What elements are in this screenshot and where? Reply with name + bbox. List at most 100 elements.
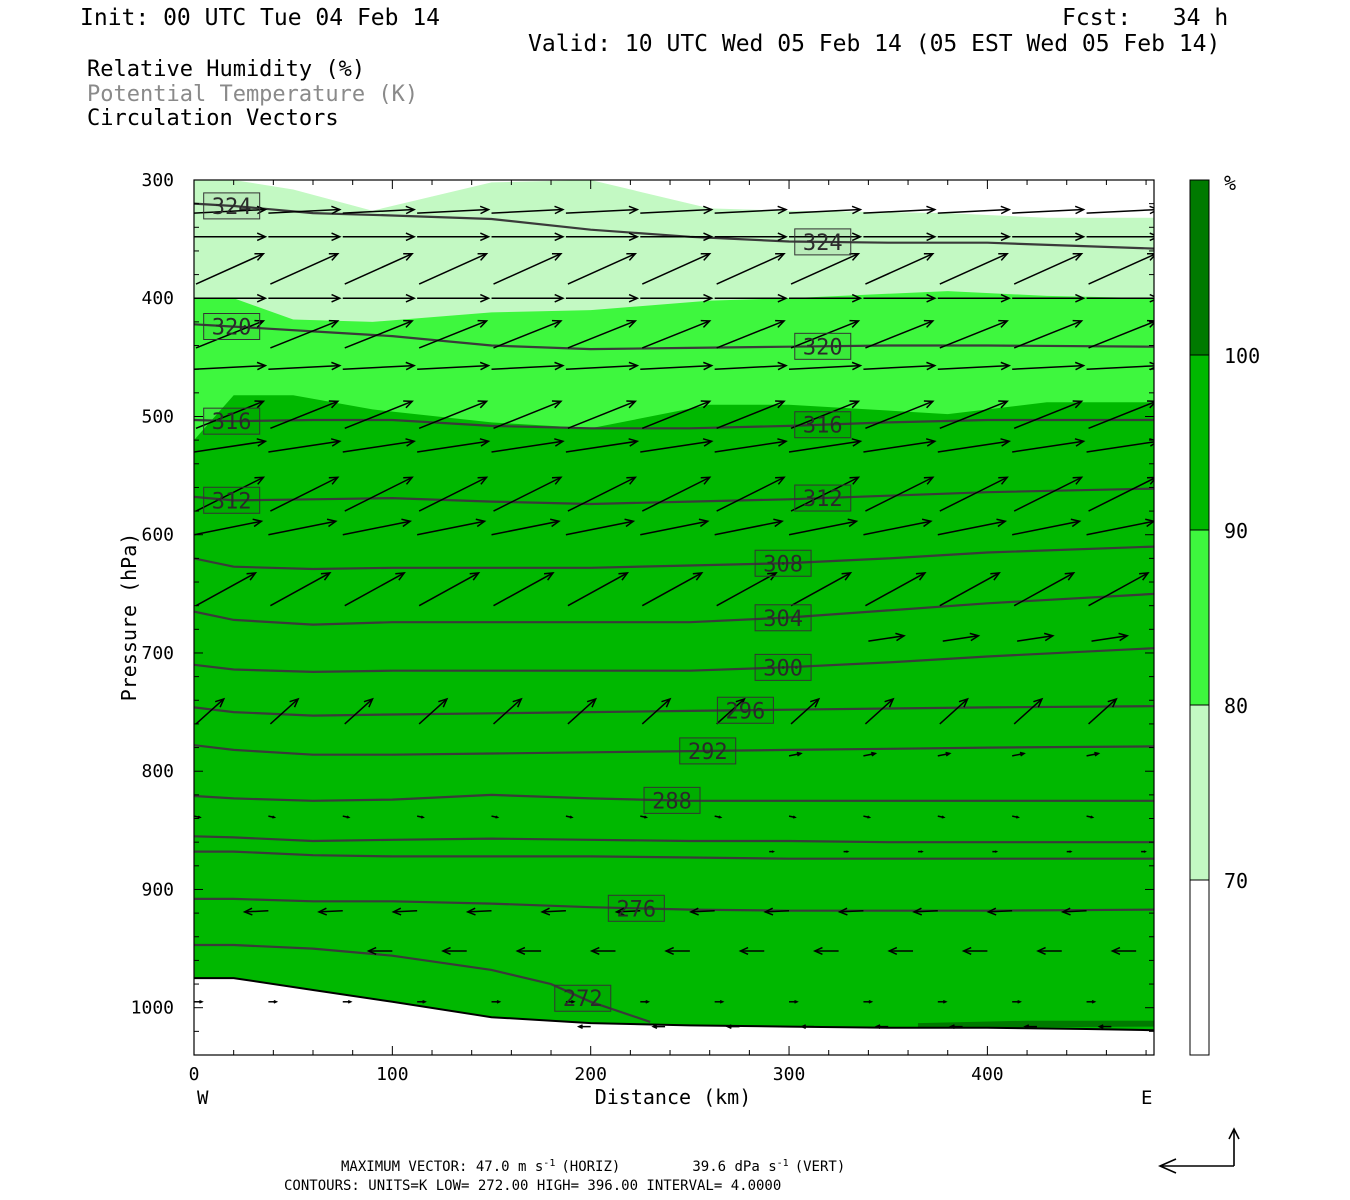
vector-head: [331, 293, 342, 303]
vector: [491, 440, 564, 453]
vector: [493, 253, 562, 285]
x-axis-label: Distance (km): [595, 1085, 752, 1109]
vector: [1013, 400, 1082, 430]
theta-label-box: [554, 984, 612, 1012]
vector-head: [643, 815, 649, 819]
vector: [268, 364, 340, 370]
vector-head: [849, 476, 861, 485]
vector-head: [689, 907, 699, 916]
theta-304: [194, 592, 1154, 626]
vector-head: [961, 946, 972, 956]
vector: [270, 572, 331, 607]
vector: [493, 698, 522, 725]
colorbar-tick-label: 100: [1224, 344, 1260, 368]
vector: [567, 253, 636, 285]
vector-head: [405, 361, 417, 371]
vector-head: [328, 400, 340, 409]
vector-head: [1149, 232, 1154, 242]
vector-head: [626, 319, 638, 328]
vector-head: [775, 476, 786, 485]
vector: [790, 400, 859, 430]
vector-head: [998, 400, 1009, 409]
vector: [863, 440, 935, 453]
vector: [714, 208, 787, 214]
vector: [567, 400, 636, 430]
vector: [195, 572, 256, 607]
vector-head: [554, 232, 565, 242]
vector-head: [214, 697, 226, 708]
vector-head: [551, 319, 563, 328]
vector-head: [328, 252, 340, 261]
vector-head: [700, 476, 712, 485]
colorbar-tick-label: 90: [1224, 519, 1248, 543]
vector: [270, 320, 339, 349]
y-tick-label: 1000: [131, 998, 174, 1019]
colorbar-unit: %: [1224, 171, 1236, 195]
vector-head: [289, 697, 300, 708]
vector: [567, 320, 636, 349]
vector: [864, 698, 894, 725]
vector-head: [1000, 232, 1012, 242]
vector-head: [405, 232, 417, 242]
vector-head: [651, 1024, 658, 1030]
vector-head: [254, 476, 266, 485]
vector-head: [698, 518, 710, 528]
vector: [270, 476, 339, 512]
footer: MAXIMUM VECTOR: 47.0 m s-1 (HORIZ) 39.6 dP…: [284, 1158, 845, 1194]
vector: [565, 208, 638, 214]
vector: [565, 364, 638, 370]
vector: [788, 440, 861, 453]
vector-head: [958, 697, 969, 708]
theta-label: 300: [763, 656, 803, 681]
theta-label: 320: [212, 316, 252, 341]
vector-head: [912, 907, 923, 916]
theta-292: [194, 744, 1154, 756]
y-tick-label: 500: [141, 406, 174, 427]
vector: [393, 909, 418, 913]
vector: [1088, 320, 1154, 349]
theta-label-box: [607, 894, 665, 922]
vector-head: [1074, 438, 1086, 447]
vector-head: [405, 293, 417, 303]
vector-head: [725, 1024, 732, 1030]
theta-label: 272: [563, 987, 603, 1012]
vector-head: [363, 697, 374, 708]
vector-head: [554, 438, 565, 447]
vector-head: [773, 518, 784, 528]
vector: [195, 253, 264, 285]
vector: [342, 208, 415, 214]
vector-head: [994, 850, 999, 853]
vector-head: [719, 999, 725, 1004]
vector-head: [767, 572, 778, 581]
vector-head: [1149, 361, 1154, 371]
vector: [939, 698, 969, 725]
vector: [863, 752, 876, 757]
theta-label-box: [643, 786, 701, 814]
vector-head: [796, 751, 803, 757]
vector-head: [1139, 572, 1150, 581]
vector-head: [554, 361, 565, 371]
vector: [417, 440, 489, 453]
vector: [765, 909, 790, 913]
vector-head: [1091, 999, 1097, 1004]
vector-head: [331, 361, 342, 371]
vector-head: [1033, 697, 1044, 708]
vector-head: [626, 252, 638, 261]
vector-head: [874, 1024, 881, 1030]
vector: [195, 476, 264, 512]
vector-head: [550, 518, 561, 528]
vector-head: [1000, 438, 1012, 447]
vector: [467, 909, 492, 913]
vector-head: [254, 400, 266, 409]
vector-head: [926, 232, 937, 242]
vector: [493, 476, 562, 512]
vector-head: [738, 946, 749, 956]
theta-label-box: [203, 486, 261, 514]
vector-head: [1064, 572, 1076, 581]
vector-head: [1015, 815, 1020, 819]
vector: [790, 572, 851, 607]
vector: [937, 520, 1006, 536]
vector-head: [626, 476, 637, 485]
vector: [418, 572, 480, 607]
vector-head: [926, 361, 937, 371]
